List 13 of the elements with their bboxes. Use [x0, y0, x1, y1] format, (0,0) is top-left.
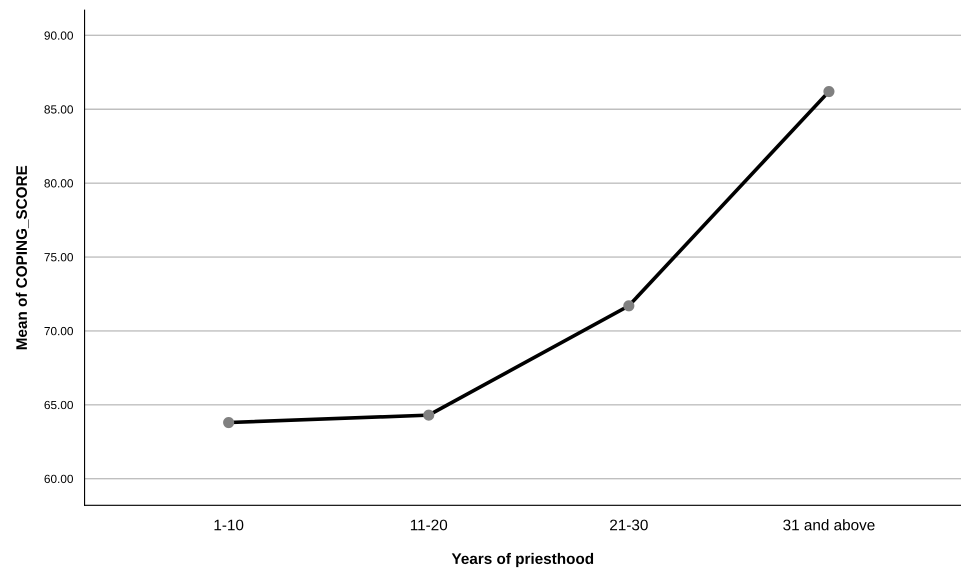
x-tick-label: 21-30: [610, 520, 648, 530]
y-tick-label: 65.00: [44, 400, 73, 410]
y-tick-label: 90.00: [44, 31, 73, 40]
y-tick-label: 80.00: [44, 179, 73, 188]
x-axis-title: Years of priesthood: [452, 552, 594, 568]
y-tick-label: 70.00: [44, 326, 73, 336]
x-tick-label: 11-20: [410, 520, 448, 530]
x-tick-label: 31 and above: [783, 519, 875, 530]
x-tick-label: 1-10: [214, 520, 244, 530]
y-tick-label: 60.00: [44, 474, 73, 484]
y-tick-label: 85.00: [44, 105, 73, 114]
y-tick-label: 75.00: [44, 253, 73, 262]
y-axis-title: Mean of COPING_SCORE: [16, 166, 29, 350]
